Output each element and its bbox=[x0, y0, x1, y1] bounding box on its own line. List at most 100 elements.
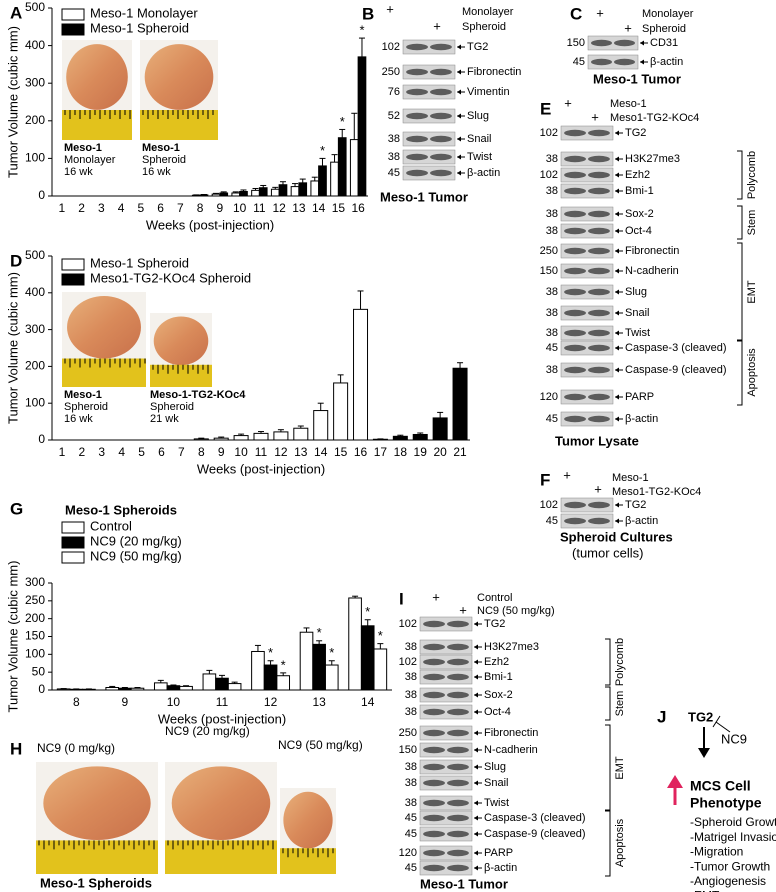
lane-marker: + bbox=[563, 467, 571, 482]
y-tick-label: 0 bbox=[38, 432, 45, 446]
phenotype-item: -Matrigel Invasion bbox=[690, 830, 776, 844]
x-tick-label: 11 bbox=[255, 445, 268, 459]
group-bracket bbox=[737, 205, 743, 240]
protein-label: β-actin bbox=[484, 862, 517, 874]
blot-band bbox=[564, 267, 586, 275]
significance-mark: * bbox=[317, 625, 322, 640]
legend-label: NC9 (50 mg/kg) bbox=[90, 548, 182, 563]
lane-marker: + bbox=[386, 1, 394, 16]
molecular-weight: 38 bbox=[405, 706, 417, 718]
blot-band bbox=[447, 814, 469, 822]
x-tick-label: 5 bbox=[138, 201, 145, 215]
bar bbox=[333, 382, 349, 441]
x-tick-label: 14 bbox=[361, 695, 375, 709]
bar bbox=[251, 189, 260, 197]
error-bar bbox=[232, 191, 239, 193]
legend-label: Meso-1 Spheroid bbox=[90, 20, 189, 35]
blot-band bbox=[591, 39, 612, 47]
blot-band bbox=[406, 112, 428, 120]
arrow-head bbox=[615, 228, 619, 234]
x-axis-label: Weeks (post-injection) bbox=[146, 217, 274, 232]
blot-strip bbox=[419, 775, 473, 791]
inhibition-line bbox=[715, 721, 731, 733]
error-bar bbox=[339, 128, 346, 138]
lane-marker: + bbox=[459, 602, 467, 617]
blot-strip bbox=[560, 340, 614, 356]
arrow-head bbox=[457, 136, 461, 142]
x-tick-label: 13 bbox=[294, 445, 308, 459]
protein-label: Bmi-1 bbox=[484, 671, 513, 683]
blot-band bbox=[564, 129, 586, 137]
legend-label: NC9 (20 mg/kg) bbox=[90, 533, 182, 548]
tumor-photo bbox=[153, 316, 209, 366]
bar bbox=[130, 687, 145, 691]
photo-caption: 16 wk bbox=[64, 413, 93, 425]
blot-band bbox=[588, 329, 610, 337]
blot-band bbox=[406, 68, 428, 76]
x-tick-label: 16 bbox=[351, 201, 365, 215]
molecular-weight: 38 bbox=[546, 208, 558, 220]
molecular-weight: 102 bbox=[540, 169, 558, 181]
bar bbox=[251, 650, 265, 691]
y-tick-label: 300 bbox=[25, 575, 45, 589]
condition-label: Control bbox=[477, 592, 512, 604]
arrow-head bbox=[615, 345, 619, 351]
y-tick-label: 500 bbox=[25, 248, 45, 262]
blot-band bbox=[447, 763, 469, 771]
blot-strip bbox=[402, 131, 456, 147]
bar bbox=[253, 432, 269, 441]
bar bbox=[105, 687, 120, 691]
x-tick-label: 4 bbox=[118, 445, 125, 459]
molecular-weight: 150 bbox=[567, 37, 585, 49]
arrow-head bbox=[615, 248, 619, 254]
y-axis-label: Tumor Volume (cubic mm) bbox=[5, 26, 20, 178]
arrow-head bbox=[615, 502, 619, 508]
group-label: Stem bbox=[614, 691, 626, 717]
error-bar bbox=[337, 374, 344, 383]
bar bbox=[276, 675, 291, 691]
bar bbox=[452, 367, 468, 441]
x-tick-label: 13 bbox=[292, 201, 306, 215]
bar bbox=[318, 165, 327, 197]
bar bbox=[193, 438, 209, 441]
error-bar bbox=[157, 679, 164, 683]
panel-letter: C bbox=[570, 4, 582, 23]
arrow-head bbox=[474, 692, 478, 698]
blot-band bbox=[564, 344, 586, 352]
molecular-weight: 45 bbox=[405, 812, 417, 824]
blot-strip bbox=[560, 263, 614, 279]
bar bbox=[213, 437, 229, 441]
blot-band bbox=[423, 849, 445, 857]
blot-band bbox=[447, 849, 469, 857]
phenotype-title: MCS Cell bbox=[690, 778, 751, 794]
protein-label: Oct-4 bbox=[484, 706, 511, 718]
molecular-weight: 120 bbox=[540, 391, 558, 403]
arrow-head bbox=[615, 130, 619, 136]
significance-mark: * bbox=[281, 657, 286, 672]
x-tick-label: 14 bbox=[314, 445, 328, 459]
error-bar bbox=[331, 154, 338, 163]
x-tick-label: 11 bbox=[216, 695, 229, 709]
blot-strip bbox=[419, 759, 473, 775]
y-tick-label: 250 bbox=[25, 593, 45, 607]
blot-band bbox=[423, 814, 445, 822]
blot-band bbox=[564, 517, 586, 525]
error-bar bbox=[364, 619, 371, 626]
error-bar bbox=[297, 425, 304, 429]
bar bbox=[349, 139, 359, 197]
molecular-weight: 38 bbox=[388, 151, 400, 163]
legend-swatch bbox=[61, 273, 85, 286]
bar bbox=[392, 435, 408, 441]
group-label: EMT bbox=[746, 280, 758, 304]
bar bbox=[179, 685, 193, 691]
arrow-head bbox=[615, 268, 619, 274]
error-bar bbox=[218, 436, 225, 439]
molecular-weight: 150 bbox=[540, 265, 558, 277]
bar bbox=[231, 192, 241, 197]
protein-label: Slug bbox=[625, 286, 647, 298]
blot-band bbox=[588, 309, 610, 317]
arrow-head bbox=[615, 156, 619, 162]
legend-swatch bbox=[61, 23, 85, 36]
error-bar bbox=[231, 681, 238, 684]
phenotype-item: -Migration bbox=[690, 845, 743, 859]
